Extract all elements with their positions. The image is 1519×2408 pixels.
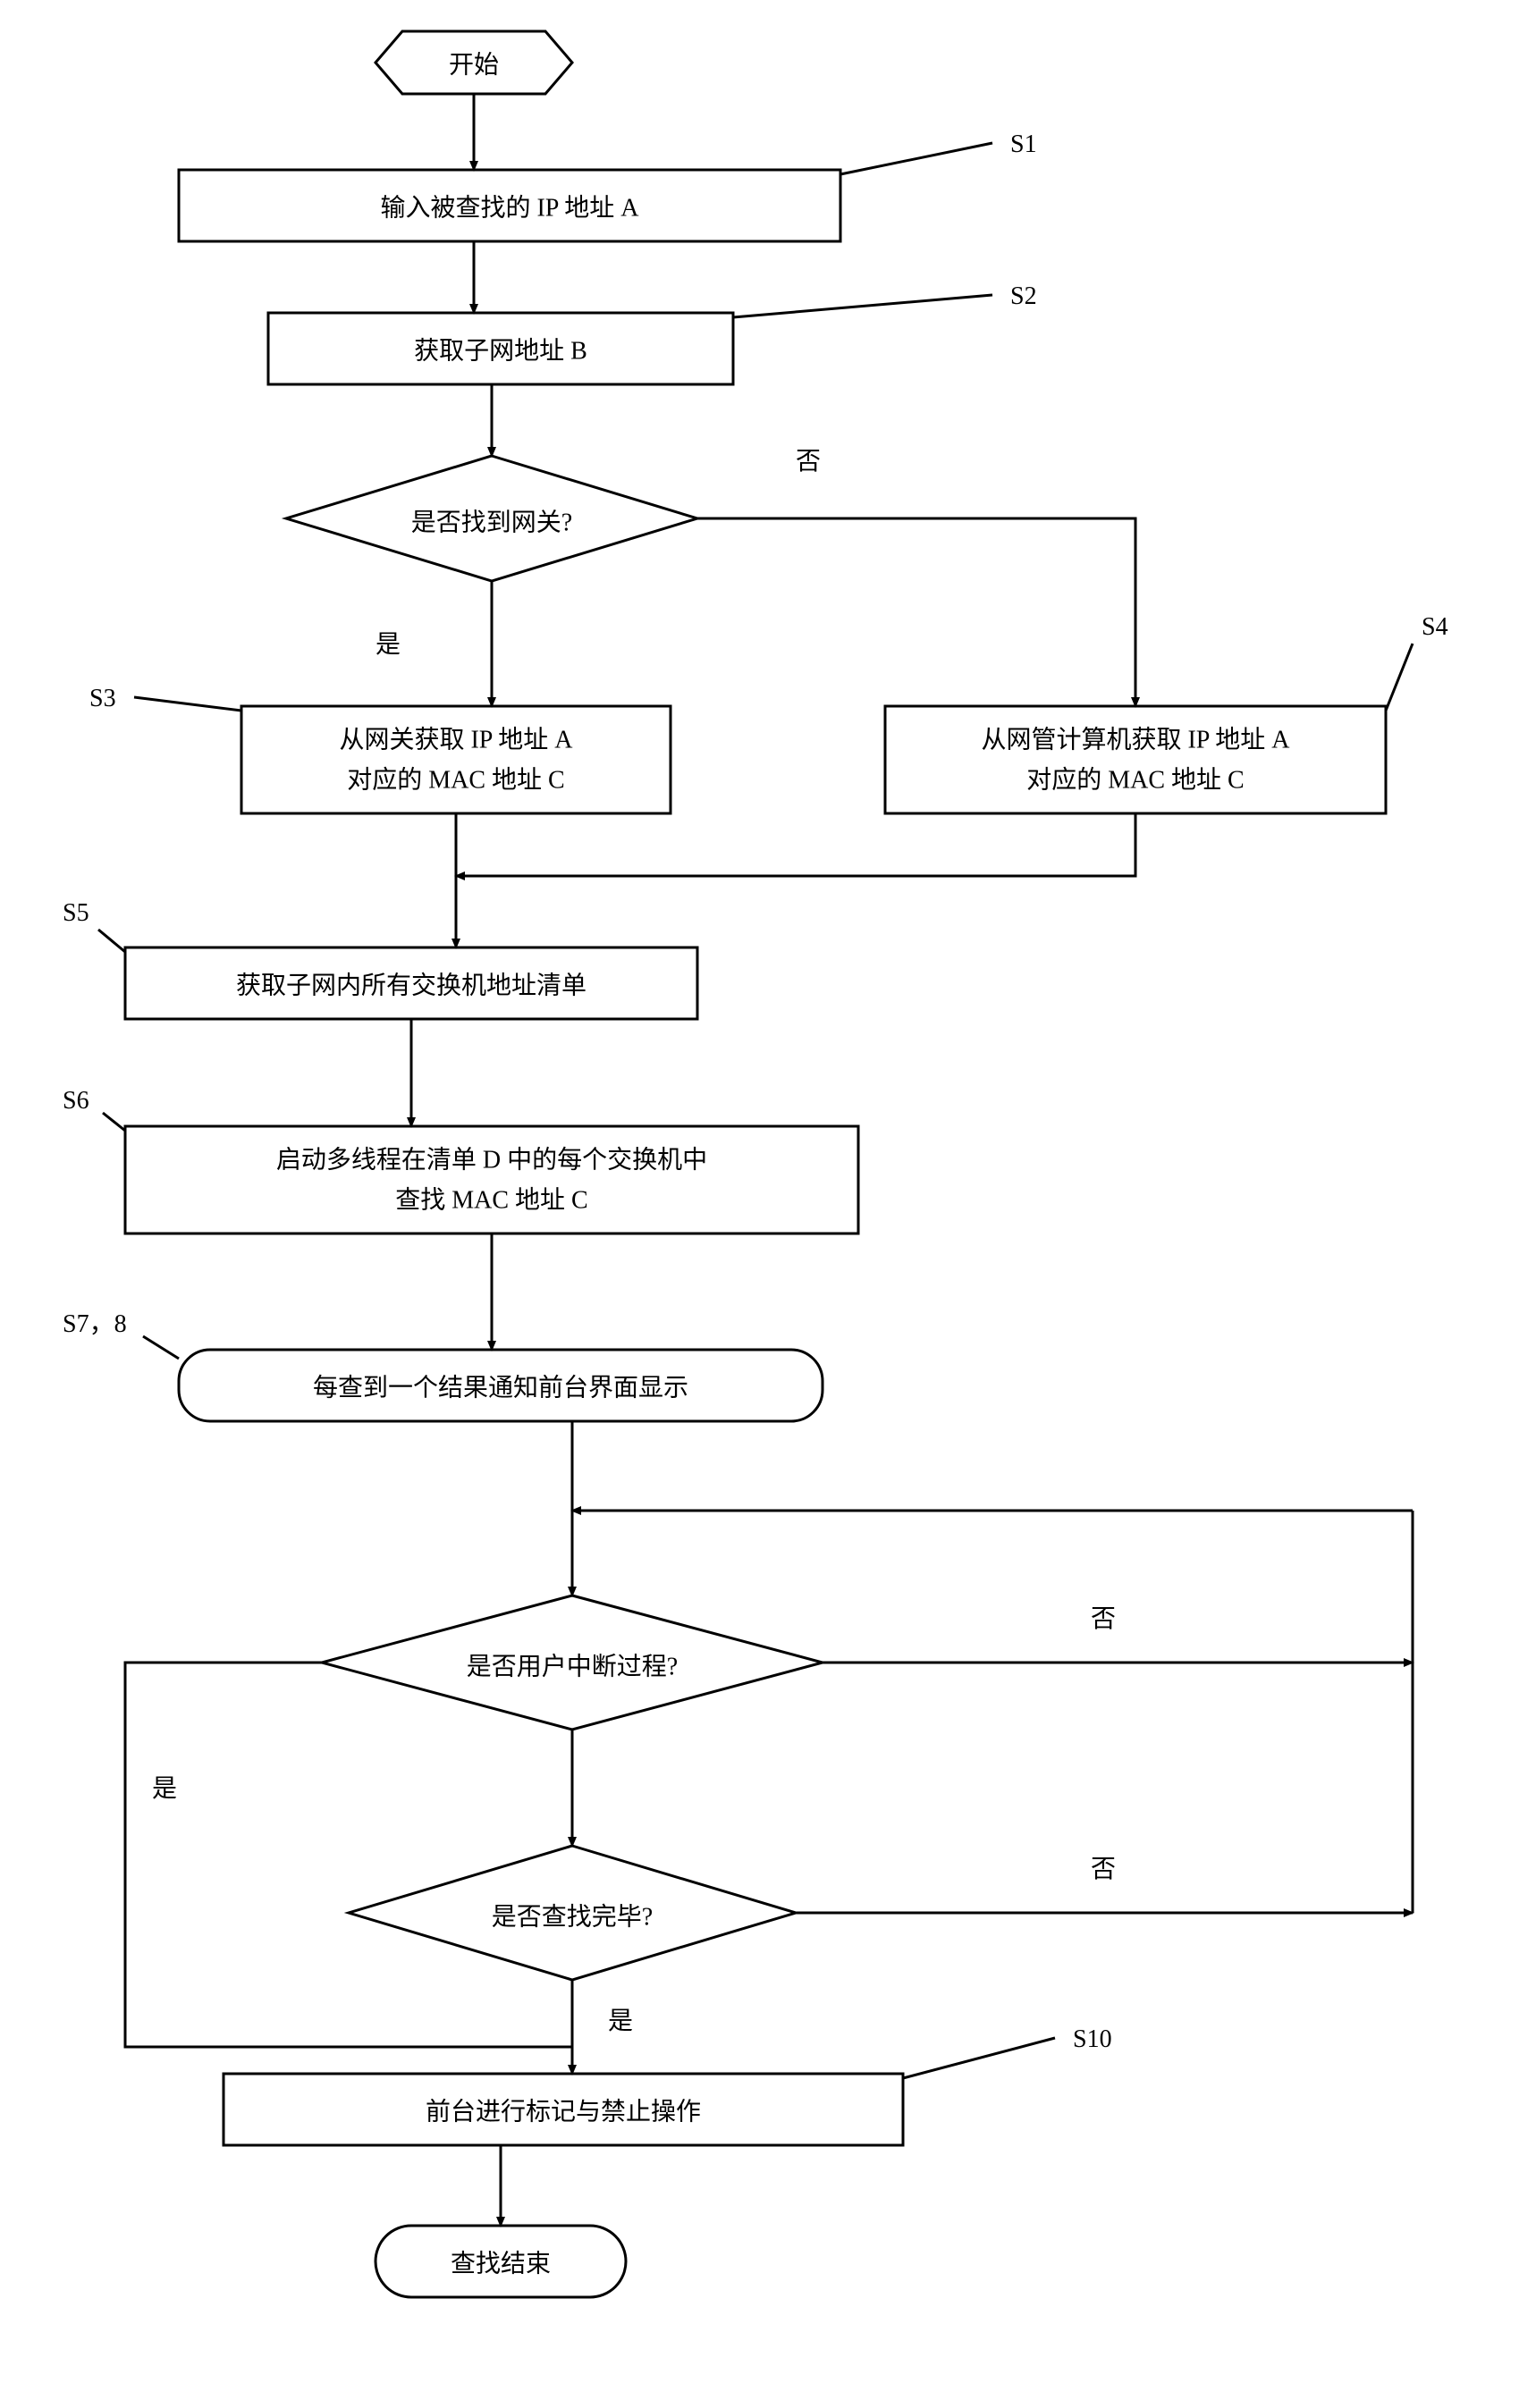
d1-text: 是否找到网关? xyxy=(411,508,572,536)
s10-text: 前台进行标记与禁止操作 xyxy=(426,2097,701,2126)
start-label: 开始 xyxy=(449,50,499,79)
s5-text: 获取子网内所有交换机地址清单 xyxy=(236,971,587,999)
d2-diamond: 是否用户中断过程? xyxy=(322,1596,823,1730)
s1-box: 输入被查找的 IP 地址 A xyxy=(179,170,840,241)
d2-text: 是否用户中断过程? xyxy=(467,1652,678,1680)
end-node: 查找结束 xyxy=(376,2226,626,2297)
s78-leader xyxy=(143,1336,179,1359)
start-node: 开始 xyxy=(376,31,572,94)
d1-no-label: 否 xyxy=(796,448,821,476)
s3-text-1: 从网关获取 IP 地址 A xyxy=(339,725,573,754)
s3-text-2: 对应的 MAC 地址 C xyxy=(347,765,564,794)
s10-label: S10 xyxy=(1073,2025,1112,2053)
d2-yes-label: 是 xyxy=(152,1775,177,1803)
s4-box: 从网管计算机获取 IP 地址 A 对应的 MAC 地址 C xyxy=(885,706,1386,813)
s2-box: 获取子网地址 B xyxy=(268,313,733,384)
s4-text-1: 从网管计算机获取 IP 地址 A xyxy=(981,725,1290,754)
end-label: 查找结束 xyxy=(451,2249,551,2277)
s78-label: S7，8 xyxy=(63,1310,127,1338)
edge-s4-merge xyxy=(456,813,1135,876)
s6-leader xyxy=(103,1113,125,1131)
s6-text-2: 查找 MAC 地址 C xyxy=(395,1185,587,1214)
d3-text: 是否查找完毕? xyxy=(492,1902,653,1931)
s78-box: 每查到一个结果通知前台界面显示 xyxy=(179,1350,823,1421)
d3-diamond: 是否查找完毕? xyxy=(349,1846,796,1980)
s78-text: 每查到一个结果通知前台界面显示 xyxy=(313,1373,688,1402)
s10-leader xyxy=(903,2038,1055,2078)
d2-no-label: 否 xyxy=(1091,1605,1116,1633)
s3-box: 从网关获取 IP 地址 A 对应的 MAC 地址 C xyxy=(241,706,671,813)
s5-label: S5 xyxy=(63,899,89,927)
s4-leader xyxy=(1386,644,1413,711)
s1-label: S1 xyxy=(1010,131,1037,158)
d3-no-label: 否 xyxy=(1091,1856,1116,1883)
s6-box: 启动多线程在清单 D 中的每个交换机中 查找 MAC 地址 C xyxy=(125,1126,858,1233)
edge-d2-yes-left xyxy=(125,1663,572,2047)
s2-text: 获取子网地址 B xyxy=(414,336,587,365)
edge-d1-s4 xyxy=(697,518,1135,706)
s2-label: S2 xyxy=(1010,282,1037,310)
s3-leader xyxy=(134,697,241,711)
s6-label: S6 xyxy=(63,1087,89,1115)
s10-box: 前台进行标记与禁止操作 xyxy=(224,2074,903,2145)
s1-leader xyxy=(840,143,992,174)
s1-text: 输入被查找的 IP 地址 A xyxy=(380,193,639,222)
s5-box: 获取子网内所有交换机地址清单 xyxy=(125,947,697,1019)
s2-leader xyxy=(733,295,992,317)
s4-text-2: 对应的 MAC 地址 C xyxy=(1026,765,1244,794)
d3-yes-label: 是 xyxy=(608,2008,633,2035)
s5-leader xyxy=(98,930,125,952)
s3-label: S3 xyxy=(89,685,116,712)
s6-text-1: 启动多线程在清单 D 中的每个交换机中 xyxy=(276,1145,707,1174)
d1-diamond: 是否找到网关? xyxy=(286,456,697,581)
d1-yes-label: 是 xyxy=(376,631,401,659)
s4-label: S4 xyxy=(1422,613,1448,641)
